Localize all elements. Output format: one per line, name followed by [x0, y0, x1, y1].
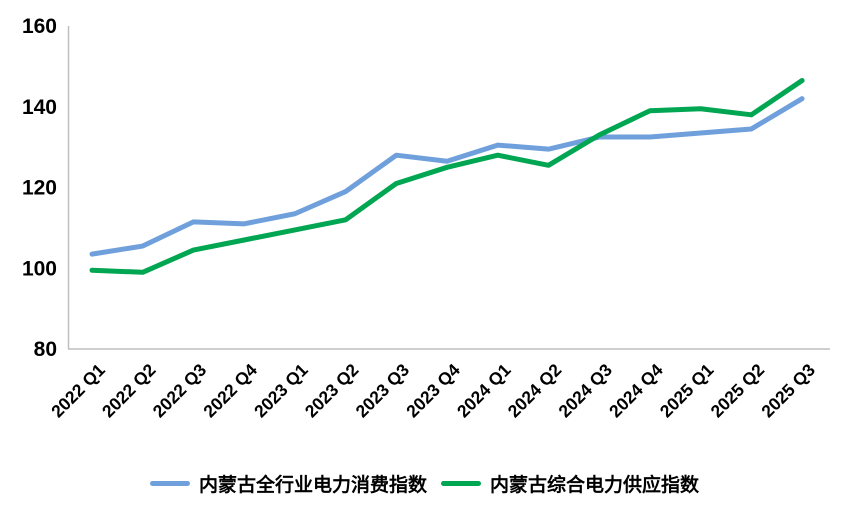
y-tick-label: 80: [34, 338, 57, 361]
y-tick-label: 100: [22, 257, 57, 280]
series-line-consumption: [89, 96, 805, 257]
x-tick-label: 2023 Q4: [402, 359, 464, 421]
x-tick-label: 2024 Q3: [554, 359, 616, 421]
x-tick-label: 2024 Q1: [453, 359, 515, 421]
y-tick-label: 160: [22, 15, 57, 38]
legend-label-consumption: 内蒙古全行业电力消费指数: [198, 474, 427, 496]
x-tick-label: 2023 Q1: [250, 359, 312, 421]
x-tick-label: 2025 Q2: [707, 359, 769, 421]
chart-legend: 内蒙古全行业电力消费指数 内蒙古综合电力供应指数: [0, 455, 849, 511]
y-tick-label: 120: [22, 177, 57, 200]
x-tick-label: 2022 Q3: [149, 359, 211, 421]
legend-item-supply: 内蒙古综合电力供应指数: [441, 470, 699, 497]
legend-swatch-consumption: [149, 480, 190, 486]
x-tick-label: 2023 Q3: [352, 359, 414, 421]
line-chart: 80 100 120 140 160 2022 Q1 2022 Q2 2022 Q3 2022 …: [22, 15, 830, 421]
x-tick-label: 2022 Q1: [47, 359, 109, 421]
legend-swatch-supply: [441, 480, 481, 486]
x-tick-label: 2025 Q1: [656, 359, 718, 421]
legend-item-consumption: 内蒙古全行业电力消费指数: [149, 470, 427, 497]
y-tick-label: 140: [22, 96, 57, 119]
legend-label-supply: 内蒙古综合电力供应指数: [490, 474, 700, 496]
x-tick-label: 2025 Q3: [757, 359, 819, 421]
x-tick-label: 2024 Q4: [605, 359, 667, 421]
x-tick-label: 2022 Q4: [199, 359, 261, 421]
x-tick-label: 2024 Q2: [504, 359, 566, 421]
x-tick-label: 2023 Q2: [301, 359, 363, 421]
x-tick-label: 2022 Q2: [98, 359, 160, 421]
series-line-supply: [89, 78, 805, 275]
